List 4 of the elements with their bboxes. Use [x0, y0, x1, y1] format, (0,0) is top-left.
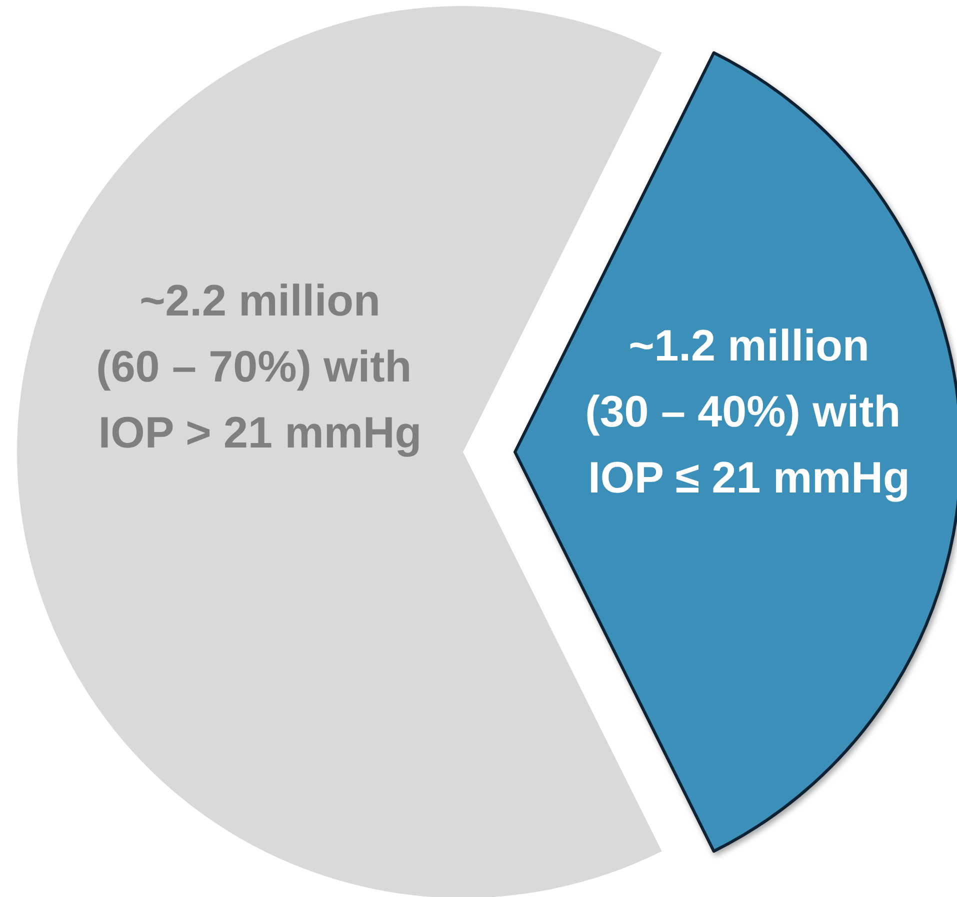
- data-label: ~2.2 million: [140, 276, 380, 326]
- slice-label: (60 – 70%) with IOP > 21 mmHg: [96, 342, 424, 458]
- data-label: ~1.2 million: [628, 322, 870, 370]
- slice-label: (30 – 40%) with IOP ≤ 21 mmHg: [585, 388, 913, 502]
